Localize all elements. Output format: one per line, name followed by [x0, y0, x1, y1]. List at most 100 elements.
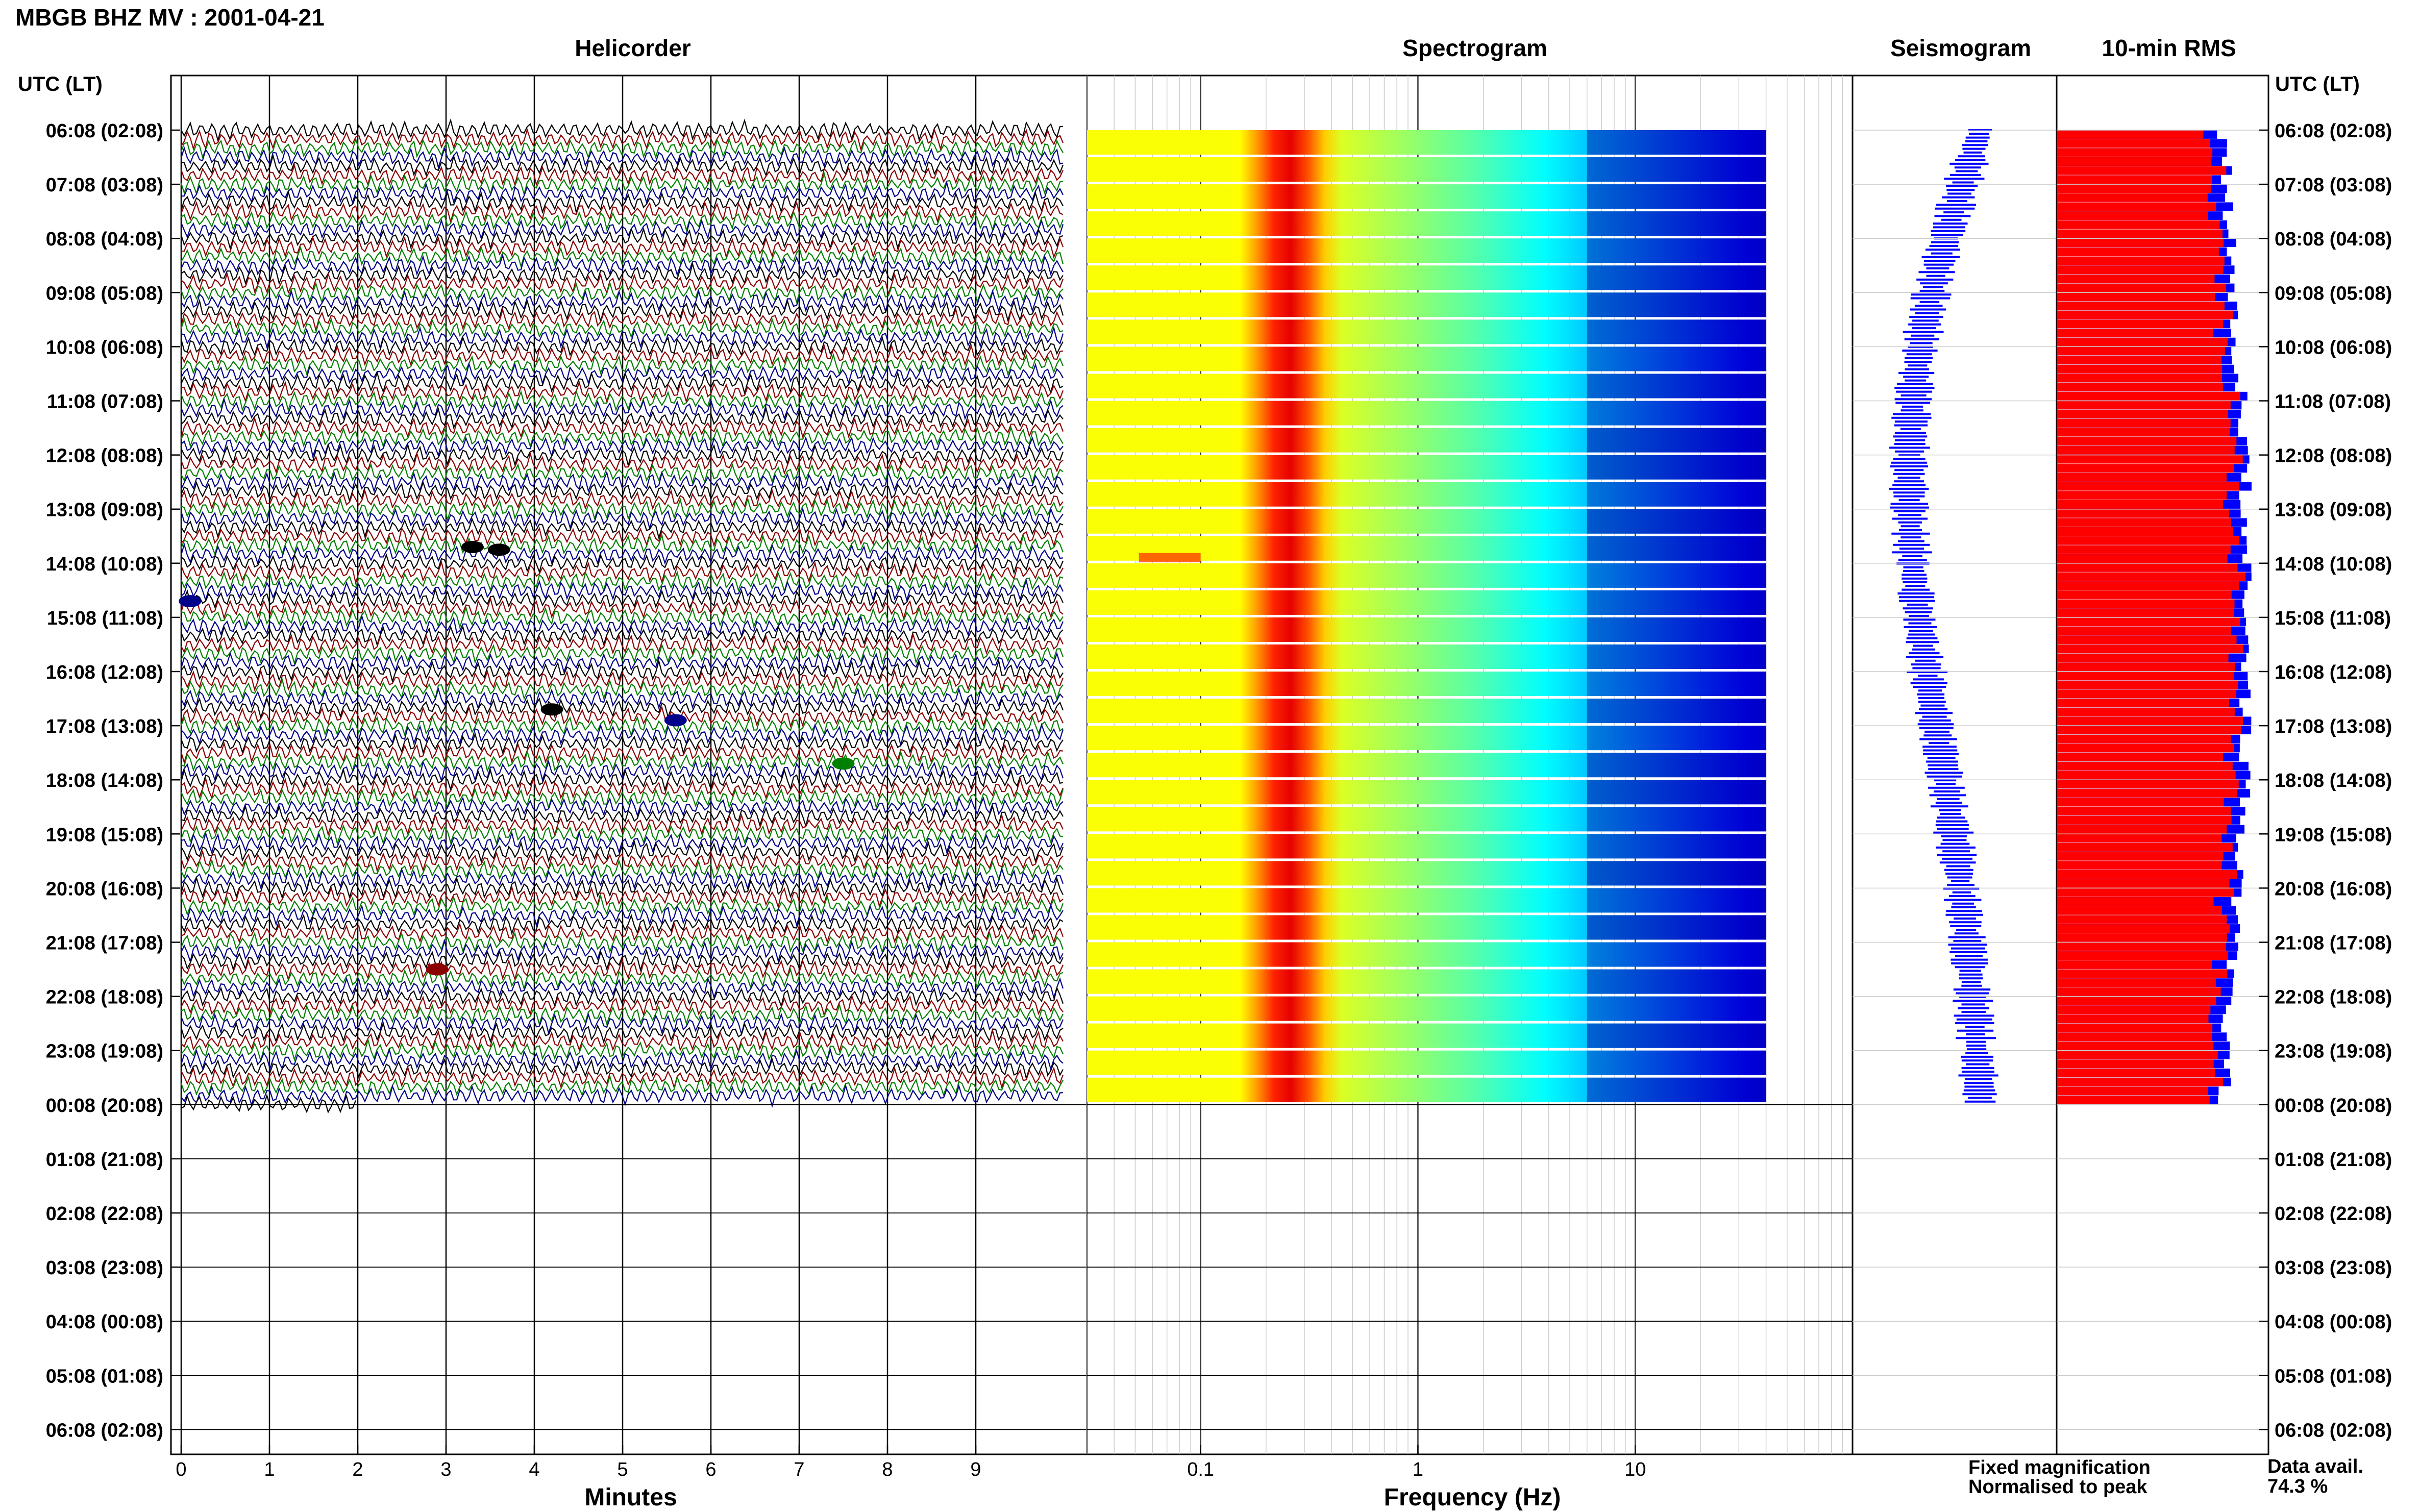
- rms-bar-normalised: [2057, 689, 2236, 699]
- helicorder-trace: [181, 957, 1064, 982]
- helicorder-trace: [181, 839, 1064, 864]
- spectrogram-row: [1087, 996, 1766, 1021]
- rms-bar-normalised: [2057, 482, 2239, 491]
- rms-bar-normalised: [2057, 509, 2230, 518]
- spectrogram-row: [1087, 888, 1766, 913]
- helicorder-trace: [180, 281, 1064, 305]
- helicorder-trace: [180, 813, 1064, 837]
- rms-bar-normalised: [2057, 951, 2228, 960]
- helicorder-trace: [180, 336, 1064, 357]
- helicorder-trace: [181, 517, 1064, 540]
- spectrogram-highfreq: [1587, 590, 1766, 615]
- helicorder-trace: [181, 643, 1064, 666]
- helicorder-event: [426, 963, 449, 976]
- helicorder-trace: [181, 985, 1064, 1008]
- helicorder-title: Helicorder: [575, 35, 691, 61]
- rms-bar-normalised: [2057, 608, 2235, 617]
- spectrogram-highfreq: [1587, 455, 1766, 480]
- helicorder-trace: [181, 1057, 1064, 1080]
- left-time-label: 04:08 (00:08): [46, 1311, 163, 1333]
- rms-bar-normalised: [2057, 924, 2230, 933]
- spectrogram-row: [1087, 834, 1766, 859]
- helicorder-trace: [181, 858, 1064, 882]
- rms-bar-normalised: [2057, 707, 2235, 716]
- rms-bar-normalised: [2057, 418, 2231, 428]
- helicorder-trace: [180, 307, 1064, 333]
- left-time-label: 06:08 (02:08): [46, 120, 163, 142]
- bottom-axes: 0 1 2 3 4 5 6 7 8 9 0.1 1 10: [176, 1445, 1646, 1480]
- spectrogram-highfreq: [1587, 292, 1766, 317]
- spectrogram-row: [1087, 644, 1766, 669]
- helicorder-trace: [180, 488, 1064, 511]
- helicorder-trace: [180, 759, 1064, 783]
- legend-fixed-magnification: Fixed magnification: [1968, 1457, 2151, 1478]
- helicorder-trace: [180, 451, 1064, 476]
- helicorder-trace: [180, 876, 1064, 900]
- frequency-axis-title: Frequency (Hz): [1384, 1484, 1561, 1511]
- helicorder-trace: [180, 199, 1064, 225]
- helicorder-trace: [180, 796, 1064, 819]
- rms-bar-normalised: [2057, 193, 2208, 202]
- rms-bar-normalised: [2057, 473, 2227, 482]
- helicorder-trace: [180, 1012, 1064, 1036]
- rms-bar-normalised: [2057, 644, 2243, 653]
- minutes-tick-label: 7: [794, 1459, 804, 1480]
- rms-bar-normalised: [2057, 1032, 2212, 1042]
- helicorder-trace: [181, 406, 1064, 431]
- left-time-label: 10:08 (06:08): [46, 337, 163, 358]
- helicorder-trace: [180, 930, 1064, 954]
- rms-bar-normalised: [2057, 202, 2216, 211]
- helicorder-trace: [181, 1083, 1064, 1108]
- minutes-tick-label: 1: [264, 1459, 275, 1480]
- helicorder-trace: [180, 571, 1064, 593]
- minutes-tick-label: 2: [352, 1459, 363, 1480]
- rms-bar-normalised: [2057, 337, 2228, 346]
- spectrogram-row: [1087, 401, 1766, 426]
- rms-bar-normalised: [2057, 842, 2233, 852]
- helicorder-trace: [181, 326, 1064, 351]
- spectrogram-row: [1087, 346, 1766, 371]
- left-time-label: 20:08 (16:08): [46, 878, 163, 900]
- rms-bar-normalised: [2057, 256, 2225, 265]
- right-time-label: 19:08 (15:08): [2275, 824, 2392, 846]
- spectrogram-highfreq: [1587, 482, 1766, 507]
- left-time-label: 02:08 (22:08): [46, 1203, 163, 1225]
- rms-bar-normalised: [2057, 743, 2234, 753]
- minutes-tick-label: 5: [617, 1459, 628, 1480]
- left-time-label: 17:08 (13:08): [46, 716, 163, 737]
- helicorder-trace: [181, 587, 1064, 609]
- helicorder-trace: [180, 705, 1064, 728]
- right-time-label: 11:08 (07:08): [2275, 391, 2391, 413]
- rms-bar-normalised: [2057, 1050, 2218, 1059]
- rms-bar-normalised: [2057, 391, 2240, 401]
- helicorder-trace: [180, 370, 1064, 395]
- rms-bar-normalised: [2057, 626, 2231, 635]
- rms-bar-normalised: [2057, 283, 2226, 292]
- seismogram-panel: [1852, 75, 2058, 1455]
- rms-bar-normalised: [2057, 410, 2228, 419]
- helicorder-panel: [170, 75, 1088, 1455]
- minutes-tick-label: 3: [440, 1459, 451, 1480]
- helicorder-trace: [181, 289, 1064, 313]
- spectrogram-event-band: [1139, 553, 1201, 562]
- rms-bar-normalised: [2057, 581, 2239, 590]
- helicorder-trace: [180, 714, 1064, 737]
- helicorder-trace: [181, 128, 1064, 152]
- rms-bar-normalised: [2057, 798, 2224, 807]
- minutes-tick-label: 4: [529, 1459, 539, 1480]
- legend-normalised-to-peak: Normalised to peak: [1968, 1476, 2148, 1498]
- helicorder-event: [487, 543, 510, 556]
- helicorder-trace: [180, 416, 1064, 439]
- helicorder-trace: [181, 977, 1064, 1000]
- spectrogram-highfreq: [1587, 780, 1766, 805]
- rms-bar-normalised: [2057, 653, 2229, 662]
- spectrogram-row: [1087, 157, 1766, 182]
- right-time-label: 18:08 (14:08): [2275, 770, 2392, 791]
- helicorder-trace: [181, 903, 1064, 928]
- frequency-tick-label: 0.1: [1187, 1459, 1214, 1480]
- right-time-label: 06:08 (02:08): [2275, 120, 2392, 142]
- rms-bar-normalised: [2057, 464, 2234, 473]
- helicorder-trace: [181, 605, 1064, 629]
- right-time-label: 17:08 (13:08): [2275, 716, 2392, 737]
